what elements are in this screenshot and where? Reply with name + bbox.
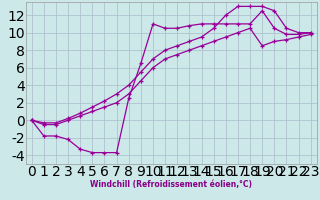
- X-axis label: Windchill (Refroidissement éolien,°C): Windchill (Refroidissement éolien,°C): [90, 180, 252, 189]
